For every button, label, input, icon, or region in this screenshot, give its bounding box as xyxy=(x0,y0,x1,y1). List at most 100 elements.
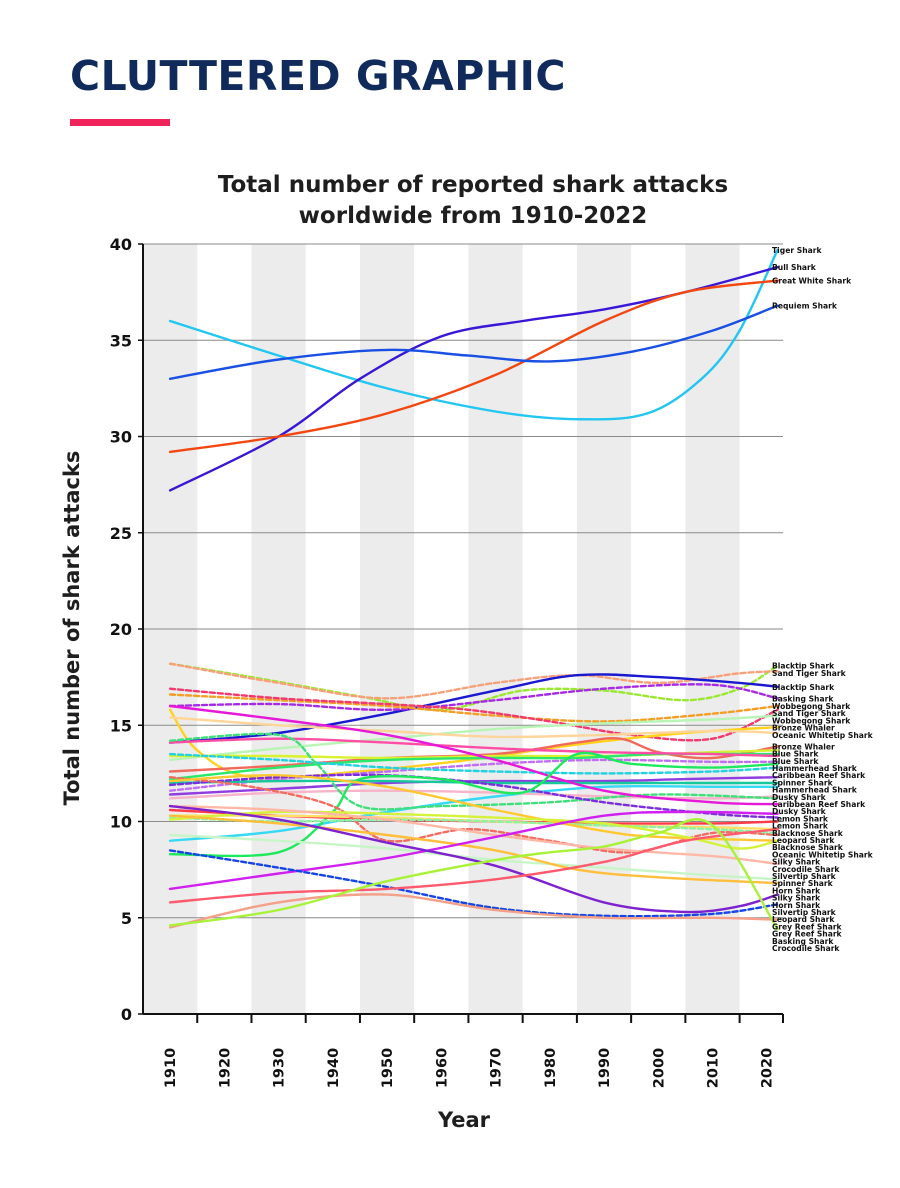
series-line xyxy=(168,737,779,758)
series-line xyxy=(168,828,779,904)
series-line xyxy=(168,818,779,931)
heading-accent-rule xyxy=(70,119,170,126)
series-label: Hammerhead Shark xyxy=(772,786,858,795)
series-label: Leopard Shark xyxy=(772,915,835,924)
series-label: Caribbean Reef Shark xyxy=(772,800,866,809)
chart-title-line-1: Total number of reported shark attacks xyxy=(217,172,729,198)
series-line xyxy=(168,708,779,780)
series-label: Silky Shark xyxy=(772,894,821,903)
x-tick-label: 1970 xyxy=(489,1048,505,1088)
series-label: Blacktip Shark xyxy=(772,662,835,671)
series-label: Silvertip Shark xyxy=(772,908,837,917)
series-label: Silky Shark xyxy=(772,858,821,867)
series-label: Blue Shark xyxy=(772,750,819,759)
series-label: Blacktip Shark xyxy=(772,683,835,692)
series-label: Blacknose Shark xyxy=(772,829,844,838)
series-line xyxy=(168,893,779,929)
series-label: Great White Shark xyxy=(772,277,852,286)
series-line xyxy=(168,804,779,866)
x-axis-title: Year xyxy=(437,1108,491,1132)
series-label: Sand Tiger Shark xyxy=(772,669,847,678)
x-tick-label: 1920 xyxy=(217,1048,233,1088)
series-line xyxy=(168,716,779,739)
series-line xyxy=(168,693,779,723)
y-tick-label: 25 xyxy=(110,524,132,543)
x-tick-label: 1980 xyxy=(543,1048,559,1088)
series-line xyxy=(168,304,779,380)
series-label: Basking Shark xyxy=(772,937,834,946)
y-tick-label: 15 xyxy=(110,716,132,735)
series-line xyxy=(168,804,779,914)
series-label: Lemon Shark xyxy=(772,822,829,831)
series-label: Silvertip Shark xyxy=(772,872,837,881)
series-line xyxy=(168,849,779,918)
x-tick-label: 1940 xyxy=(326,1048,342,1088)
series-label: Lemon Shark xyxy=(772,814,829,823)
x-tick-label: 2010 xyxy=(705,1048,721,1088)
series-label: Wobbegong Shark xyxy=(772,702,851,711)
series-line xyxy=(168,814,779,885)
x-tick-label: 2000 xyxy=(651,1048,667,1088)
series-label: Hammerhead Shark xyxy=(772,764,858,773)
series-label: Bronze Whaler xyxy=(772,724,835,733)
series-line xyxy=(168,773,779,819)
series-labels: Tiger Shark Bull Shark Great White Shark Re… xyxy=(772,246,874,953)
series-label: Caribbean Reef Shark xyxy=(772,771,866,780)
axes: 0 5 10 15 20 25 30 35 40 1910 1920 1930 1940 1950 1960… xyxy=(110,235,784,1088)
series-label: Oceanic Whitetip Shark xyxy=(772,850,874,859)
series-line xyxy=(168,816,779,835)
series-label: Blue Shark xyxy=(772,757,819,766)
x-tick-label: 1910 xyxy=(163,1048,179,1088)
series-label: Horn Shark xyxy=(772,901,821,910)
series-line xyxy=(168,737,779,773)
page-heading: CLUTTERED GRAPHIC xyxy=(70,52,566,100)
series-line xyxy=(168,683,779,712)
series-label: Basking Shark xyxy=(772,694,834,703)
series-label: Crocodile Shark xyxy=(772,944,840,953)
series-lines xyxy=(168,248,779,931)
series-line xyxy=(168,776,779,854)
series-label: Spinner Shark xyxy=(772,879,834,888)
x-tick-label: 1950 xyxy=(380,1048,396,1088)
series-label: Tiger Shark xyxy=(772,246,823,255)
series-label: Leopard Shark xyxy=(772,836,835,845)
series-line xyxy=(168,673,779,744)
series-label: Spinner Shark xyxy=(772,778,834,787)
series-label: Grey Reef Shark xyxy=(772,922,843,931)
series-label: Blacknose Shark xyxy=(772,843,844,852)
series-line xyxy=(168,662,779,700)
series-line xyxy=(168,773,779,842)
series-line xyxy=(168,784,779,842)
series-line xyxy=(168,779,779,785)
chart-title: Total number of reported shark attacks w… xyxy=(150,170,796,232)
series-label: Oceanic Whitetip Shark xyxy=(772,731,874,740)
series-line xyxy=(168,749,779,760)
series-label: Sand Tiger Shark xyxy=(772,709,847,718)
series-label: Dusky Shark xyxy=(772,793,827,802)
x-tick-label: 1930 xyxy=(272,1048,288,1088)
series-label: Horn Shark xyxy=(772,886,821,895)
series-label: Dusky Shark xyxy=(772,807,827,816)
series-line xyxy=(168,704,779,806)
series-label: Crocodile Shark xyxy=(772,865,840,874)
series-line xyxy=(168,732,779,811)
y-tick-label: 0 xyxy=(121,1005,132,1024)
series-line xyxy=(168,248,779,421)
y-tick-label: 10 xyxy=(110,813,132,832)
series-label: Bronze Whaler xyxy=(772,742,835,751)
x-tick-label: 1990 xyxy=(597,1048,613,1088)
series-line xyxy=(168,776,779,796)
x-tick-label: 1960 xyxy=(434,1048,450,1088)
series-label: Wobbegong Shark xyxy=(772,716,851,725)
y-tick-label: 20 xyxy=(110,620,132,639)
y-tick-label: 5 xyxy=(121,909,132,928)
y-tick-label: 40 xyxy=(110,235,132,254)
y-tick-label: 30 xyxy=(110,428,132,447)
series-line xyxy=(168,687,779,742)
series-line xyxy=(168,810,779,850)
x-tick-label: 2020 xyxy=(760,1048,776,1088)
chart-title-line-2: worldwide from 1910-2022 xyxy=(298,203,648,229)
series-label: Requiem Shark xyxy=(772,302,838,311)
series-label: Grey Reef Shark xyxy=(772,930,843,939)
